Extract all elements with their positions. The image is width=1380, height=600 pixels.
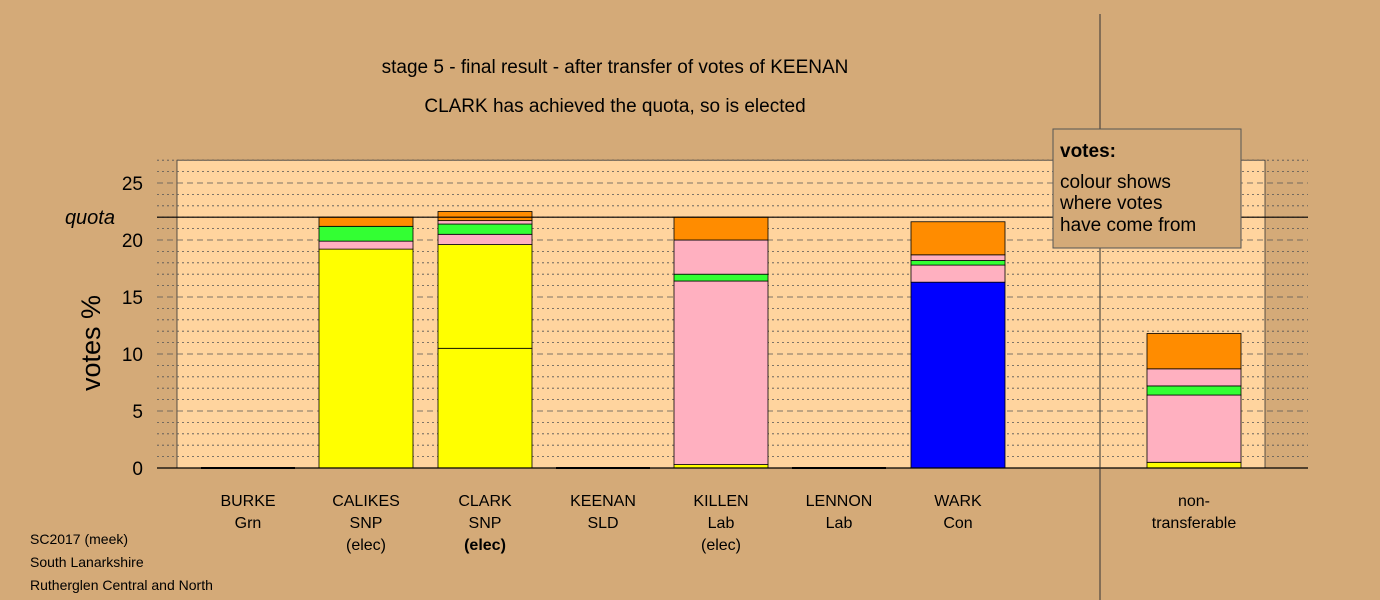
bar-segment [437, 223, 533, 235]
category-label: Grn [235, 515, 262, 532]
category-label: BURKE [220, 493, 275, 510]
category-label: CLARK [458, 493, 512, 510]
bar-segment [318, 216, 414, 227]
legend-line-1: colour shows [1060, 172, 1171, 193]
category-label: WARK [934, 493, 982, 510]
bar-segment [318, 240, 414, 250]
category-label: CALIKES [332, 493, 400, 510]
category-label: (elec) [701, 537, 741, 554]
category-label: LENNON [806, 493, 873, 510]
category-label: KILLEN [693, 493, 748, 510]
y-axis-label: votes % [76, 295, 106, 391]
bar-segment [673, 216, 769, 241]
category-label: Lab [826, 515, 853, 532]
bar-segment [437, 244, 533, 349]
bar-segment [1146, 461, 1242, 469]
bar-segment [318, 248, 414, 469]
category-label: (elec) [464, 537, 506, 554]
y-tick-label: 0 [132, 459, 143, 480]
category-label: SNP [469, 515, 502, 532]
bar-segment [1146, 368, 1242, 387]
category-label: non- [1178, 493, 1210, 510]
legend-line-3: have come from [1060, 215, 1196, 236]
footer-line-1: SC2017 (meek) [30, 531, 129, 547]
chart-title: stage 5 - final result - after transfer … [382, 57, 849, 78]
category-label: Lab [708, 515, 735, 532]
bar-segment [1146, 394, 1242, 463]
category-label: Con [943, 515, 972, 532]
bar-segment [673, 239, 769, 275]
bar-segment [673, 280, 769, 465]
bar-segment [1146, 333, 1242, 370]
footer-line-3: Rutherglen Central and North [30, 577, 213, 593]
footer-line-2: South Lanarkshire [30, 554, 144, 570]
category-label: SLD [587, 515, 618, 532]
legend-box [1052, 128, 1242, 249]
y-tick-label: 25 [122, 174, 143, 195]
legend-title: votes: [1060, 141, 1116, 162]
bar-segment [1146, 385, 1242, 396]
y-tick-label: 5 [132, 402, 143, 423]
legend-line-2: where votes [1059, 193, 1162, 214]
bar-segment [437, 347, 533, 469]
chart-subtitle: CLARK has achieved the quota, so is elec… [424, 96, 805, 117]
category-label: (elec) [346, 537, 386, 554]
bar-segment [910, 281, 1006, 469]
category-label: transferable [1152, 515, 1237, 532]
y-tick-label: 10 [122, 345, 143, 366]
category-label: SNP [350, 515, 383, 532]
bar-segment [910, 260, 1006, 266]
y-tick-label: 20 [122, 231, 143, 252]
quota-label: quota [65, 207, 115, 229]
legend: votes: colour shows where votes have com… [1052, 128, 1242, 249]
bar-segment [437, 233, 533, 245]
bar-segment [910, 264, 1006, 283]
y-tick-label: 15 [122, 288, 143, 309]
footer: SC2017 (meek) South Lanarkshire Ruthergl… [30, 528, 213, 597]
category-label: KEENAN [570, 493, 636, 510]
bar-segment [318, 225, 414, 242]
bar-segment [437, 211, 533, 222]
bar-segment [673, 273, 769, 282]
bar-segment [437, 220, 533, 225]
bar-segment [910, 254, 1006, 261]
bar-segment [910, 221, 1006, 256]
